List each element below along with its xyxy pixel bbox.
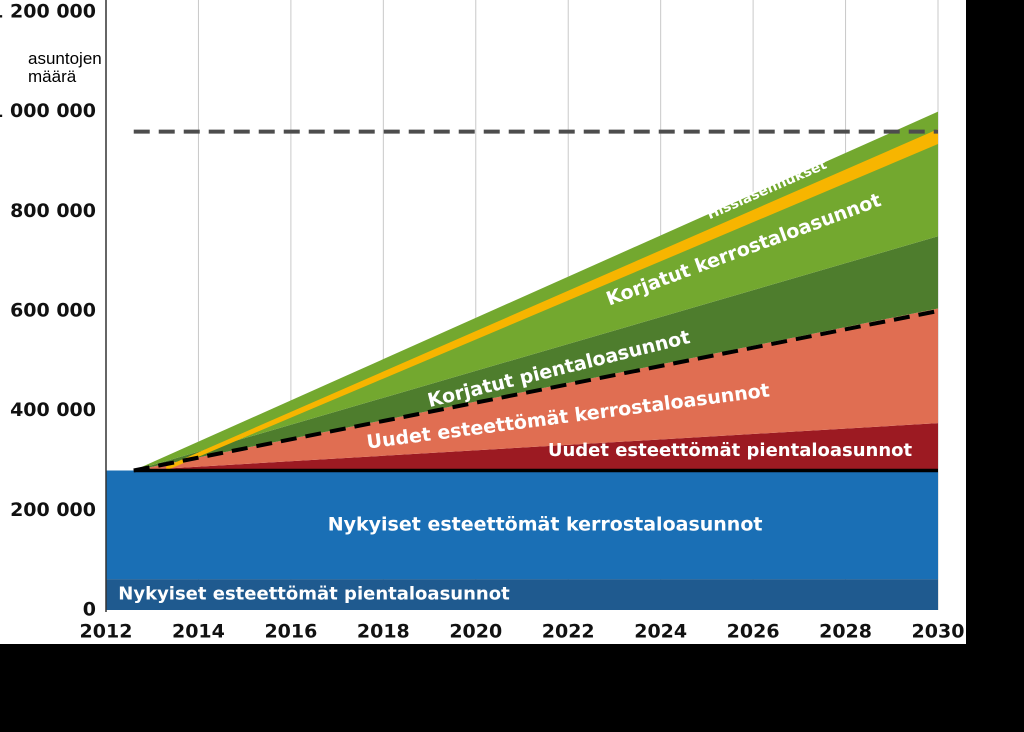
label-uudet-esteettomat-pientaloasunnot: Uudet esteettömät pientaloasunnot bbox=[548, 440, 913, 461]
x-tick-2016: 2016 bbox=[264, 621, 317, 643]
y-tick-800-000: 800 000 bbox=[10, 200, 96, 222]
x-tick-2024: 2024 bbox=[634, 621, 687, 643]
reference-line-2 bbox=[133, 309, 939, 473]
x-tick-2028: 2028 bbox=[819, 621, 872, 643]
x-tick-2018: 2018 bbox=[357, 621, 410, 643]
y-tick-1-200-000: 1 200 000 bbox=[0, 1, 96, 23]
x-tick-2012: 2012 bbox=[80, 621, 133, 643]
x-tick-2020: 2020 bbox=[449, 621, 502, 643]
y-tick-labels: 0 200 000 400 000 600 000 800 000 1 000 000 1 … bbox=[0, 1, 96, 621]
x-tick-2026: 2026 bbox=[727, 621, 780, 643]
y-axis-label: asuntojen määrä bbox=[28, 49, 102, 86]
area-korjatut-kerrostaloasunnot bbox=[133, 111, 938, 471]
label-nykyiset-esteettomat-kerrostaloasunnot: Nykyiset esteettömät kerrostaloasunnot bbox=[328, 513, 763, 535]
y-tick-0: 0 bbox=[83, 599, 96, 621]
y-tick-1-000-000: 1 000 000 bbox=[0, 100, 96, 122]
x-tick-2014: 2014 bbox=[172, 621, 225, 643]
y-tick-200-000: 200 000 bbox=[10, 499, 96, 521]
area-nykyiset-esteettomat-kerrostaloasunnot bbox=[106, 470, 938, 580]
y-tick-600-000: 600 000 bbox=[10, 300, 96, 322]
x-tick-labels: 2012 2014 2016 2018 2020 2022 2024 2026 2028 2030 bbox=[80, 621, 965, 643]
reference-lines bbox=[133, 129, 939, 473]
label-nykyiset-esteettomat-pientaloasunnot: Nykyiset esteettömät pientaloasunnot bbox=[118, 584, 510, 605]
area-uudet-esteettomat-pientaloasunnot bbox=[133, 423, 938, 471]
x-tick-2030: 2030 bbox=[912, 621, 965, 643]
y-tick-400-000: 400 000 bbox=[10, 399, 96, 421]
x-tick-2022: 2022 bbox=[542, 621, 595, 643]
area-nykyiset-esteettomat-pientaloasunnot bbox=[106, 579, 938, 610]
area-hissiasennukset bbox=[166, 129, 939, 471]
